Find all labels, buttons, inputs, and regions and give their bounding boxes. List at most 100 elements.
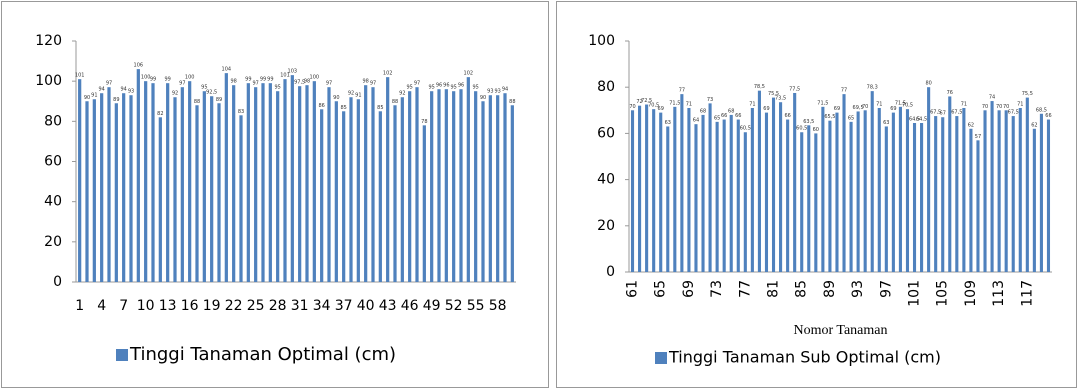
bar xyxy=(386,77,390,283)
bar xyxy=(415,87,419,282)
x-tick-label: 19 xyxy=(203,298,221,314)
x-tick-label: 22 xyxy=(225,298,243,314)
bar xyxy=(327,87,331,282)
bar xyxy=(764,112,769,272)
data-label: 94 xyxy=(98,87,104,93)
bar xyxy=(136,69,140,282)
bar xyxy=(430,91,434,282)
data-label: 62 xyxy=(968,122,974,128)
bar xyxy=(666,126,670,272)
x-tick-label: 1 xyxy=(75,298,84,314)
bar xyxy=(1004,110,1008,272)
bar xyxy=(488,95,492,282)
data-label: 89 xyxy=(216,97,222,103)
data-label: 71,5 xyxy=(817,100,828,106)
bar xyxy=(1032,128,1036,272)
bar xyxy=(510,105,514,283)
data-label: 70 xyxy=(982,104,988,110)
y-tick-label: 100 xyxy=(35,73,62,89)
bar xyxy=(800,132,804,272)
bar xyxy=(750,107,754,273)
bar xyxy=(100,93,104,282)
bar xyxy=(298,86,302,282)
bar xyxy=(1025,97,1029,272)
bar xyxy=(884,126,888,272)
bar xyxy=(877,107,881,273)
bar xyxy=(912,123,917,272)
data-label: 91 xyxy=(91,93,97,99)
x-axis-title: Nomor Tanaman xyxy=(793,323,887,338)
x-tick-label: 81 xyxy=(766,280,782,298)
bar xyxy=(630,110,635,272)
bar xyxy=(898,106,902,273)
bar xyxy=(920,123,924,272)
x-tick-label: 49 xyxy=(423,298,441,314)
panel xyxy=(1,1,549,388)
bar xyxy=(983,110,987,272)
bar xyxy=(129,95,133,282)
x-tick-label: 58 xyxy=(489,298,507,314)
y-tick-label: 100 xyxy=(588,33,615,49)
bar xyxy=(444,89,448,282)
x-tick-label: 46 xyxy=(401,298,419,314)
bar xyxy=(849,121,853,272)
y-tick-label: 20 xyxy=(44,234,62,250)
data-label: 69 xyxy=(658,106,664,112)
bar xyxy=(349,97,353,282)
data-label: 92 xyxy=(399,91,405,97)
bar xyxy=(173,97,177,282)
bar xyxy=(356,99,360,282)
bar xyxy=(290,75,294,283)
bar xyxy=(1046,119,1051,272)
data-label: 76 xyxy=(947,90,953,96)
data-label: 96 xyxy=(458,83,464,89)
bar xyxy=(1039,113,1043,272)
bar xyxy=(687,107,691,273)
data-label: 97,5 xyxy=(294,80,305,86)
data-label: 70 xyxy=(996,104,1002,110)
x-tick-label: 109 xyxy=(963,280,979,307)
data-label: 66 xyxy=(721,113,727,119)
bar xyxy=(948,96,952,272)
data-label: 92 xyxy=(172,91,178,97)
x-tick-label: 117 xyxy=(1019,280,1035,307)
data-label: 66 xyxy=(1045,113,1051,119)
bar xyxy=(239,115,243,282)
data-label: 70 xyxy=(862,104,868,110)
data-label: 69 xyxy=(834,106,840,112)
data-label: 94 xyxy=(502,87,508,93)
data-label: 68 xyxy=(728,108,734,114)
bar xyxy=(821,106,825,273)
bar xyxy=(962,107,966,273)
data-label: 70,5 xyxy=(902,103,913,109)
data-label: 83 xyxy=(238,109,244,115)
data-label: 95 xyxy=(472,85,478,91)
bar xyxy=(997,110,1001,272)
data-label: 67,5 xyxy=(930,110,941,116)
y-tick-label: 40 xyxy=(44,194,62,210)
data-label: 65,5 xyxy=(824,114,835,120)
bar xyxy=(503,93,507,282)
bar xyxy=(701,114,705,272)
data-label: 80 xyxy=(925,81,931,87)
data-label: 95 xyxy=(201,85,207,91)
bar xyxy=(722,119,726,272)
bar xyxy=(246,83,250,282)
bar xyxy=(1018,107,1022,273)
data-label: 71 xyxy=(749,101,755,107)
bar xyxy=(807,125,811,272)
data-label: 88 xyxy=(392,99,398,105)
bar xyxy=(955,116,959,272)
data-label: 71 xyxy=(961,101,967,107)
x-tick-label: 55 xyxy=(467,298,485,314)
bar xyxy=(842,94,846,272)
data-label: 60,5 xyxy=(740,126,751,132)
bar xyxy=(195,105,199,283)
bar xyxy=(835,112,839,272)
data-label: 99 xyxy=(150,77,156,83)
data-label: 70 xyxy=(629,104,635,110)
data-label: 71,5 xyxy=(669,100,680,106)
data-label: 99 xyxy=(245,77,251,83)
data-label: 96 xyxy=(443,83,449,89)
